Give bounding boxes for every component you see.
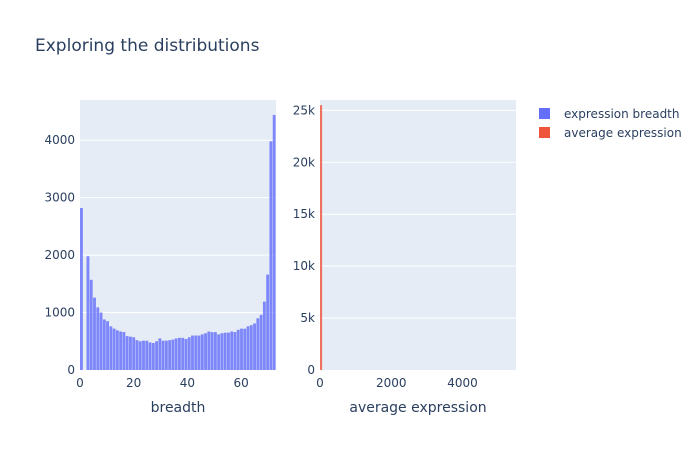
histogram-bar[interactable] [259,314,263,370]
histogram-bar[interactable] [178,337,181,370]
x-tick-label: 4000 [447,376,478,390]
histogram-bar[interactable] [217,334,221,370]
histogram-bar[interactable] [227,332,230,370]
histogram-bar[interactable] [106,321,109,370]
histogram-bar[interactable] [207,331,211,370]
histogram-bar[interactable] [253,323,256,370]
histogram-bar[interactable] [269,141,273,370]
y-tick-label: 25k [293,103,315,117]
histogram-bar[interactable] [223,332,227,370]
histogram-bar[interactable] [204,333,207,370]
histogram-bar[interactable] [200,334,204,370]
histogram-bar[interactable] [135,340,139,370]
histogram-bar[interactable] [125,336,129,370]
y-tick-label: 5k [300,311,315,325]
histogram-bar[interactable] [119,331,123,370]
y-tick-label: 10k [293,259,315,273]
histogram-bar[interactable] [256,318,260,370]
legend[interactable]: expression breadth average expression [539,107,682,140]
histogram-bar[interactable] [233,332,237,370]
histogram-bar[interactable] [158,338,162,370]
legend-item-expression-breadth[interactable]: expression breadth [539,107,680,121]
histogram-bar[interactable] [320,105,323,370]
histogram-bar[interactable] [122,332,126,370]
histogram-bar[interactable] [213,332,217,370]
histogram-bar[interactable] [197,335,201,370]
histogram-bar[interactable] [236,329,240,370]
histogram-bar[interactable] [272,114,276,370]
histogram-bar[interactable] [129,336,132,370]
y-tick-label: 0 [67,363,75,377]
y-tick-label: 0 [307,363,315,377]
histogram-bar[interactable] [194,335,198,370]
histogram-bar[interactable] [145,340,149,370]
histogram-bar[interactable] [115,330,119,370]
legend-swatch [539,108,550,119]
plot-background [80,100,276,370]
legend-label: average expression [564,126,682,140]
x-axis-title: average expression [349,400,486,416]
histogram-bar[interactable] [174,338,178,370]
histogram-bar[interactable] [246,326,250,370]
x-tick-label: 40 [180,376,195,390]
histogram-bar[interactable] [96,307,100,370]
breadth-histogram-panel: 0 1000 2000 3000 4000 0 20 40 60 breadth [44,100,276,416]
x-tick-label: 20 [126,376,141,390]
histogram-bar[interactable] [168,340,172,370]
average-expression-histogram-panel: 0 5k 10k 15k 20k 25k 0 2000 4000 average express… [293,100,516,416]
histogram-bar[interactable] [184,338,188,370]
histogram-bar[interactable] [89,279,93,370]
histogram-bar[interactable] [161,340,165,370]
histogram-bar[interactable] [151,343,155,370]
histogram-bar[interactable] [155,341,158,370]
histogram-bar[interactable] [112,328,116,370]
histogram-bar[interactable] [230,331,234,370]
chart-title: Exploring the distributions [35,36,260,56]
x-tick-label: 60 [233,376,248,390]
histogram-bar[interactable] [171,339,175,370]
x-tick-label: 0 [316,376,324,390]
histogram-bar[interactable] [181,337,185,370]
histogram-bar[interactable] [148,342,152,370]
histogram-bar[interactable] [187,337,191,370]
histogram-bar[interactable] [249,325,253,370]
histogram-bar[interactable] [132,337,136,370]
y-tick-label: 20k [293,155,315,169]
x-axis-title: breadth [151,400,206,416]
histogram-bar[interactable] [80,208,83,370]
histogram-bar[interactable] [93,297,96,370]
y-tick-label: 1000 [44,306,75,320]
histogram-bar[interactable] [86,256,90,370]
histogram-bar[interactable] [240,328,243,370]
legend-swatch [539,127,550,138]
histogram-bar[interactable] [262,301,266,370]
histogram-bar[interactable] [243,328,247,370]
plot-background [320,100,516,370]
x-tick-label: 2000 [376,376,407,390]
histogram-bar[interactable] [191,335,194,370]
legend-label: expression breadth [564,107,680,121]
histogram-bar[interactable] [210,332,214,370]
y-tick-label: 15k [293,207,315,221]
histogram-bar[interactable] [266,274,270,370]
legend-item-average-expression[interactable]: average expression [539,126,682,140]
histogram-bar[interactable] [164,340,168,370]
y-tick-label: 2000 [44,248,75,262]
histogram-bar[interactable] [142,340,145,370]
histogram-bar[interactable] [109,326,113,370]
histogram-bar[interactable] [102,319,106,370]
x-tick-label: 0 [76,376,84,390]
histogram-bar[interactable] [220,333,224,370]
y-tick-label: 4000 [44,133,75,147]
y-tick-label: 3000 [44,191,75,205]
histogram-bar[interactable] [99,312,103,370]
histogram-bar[interactable] [138,341,142,370]
